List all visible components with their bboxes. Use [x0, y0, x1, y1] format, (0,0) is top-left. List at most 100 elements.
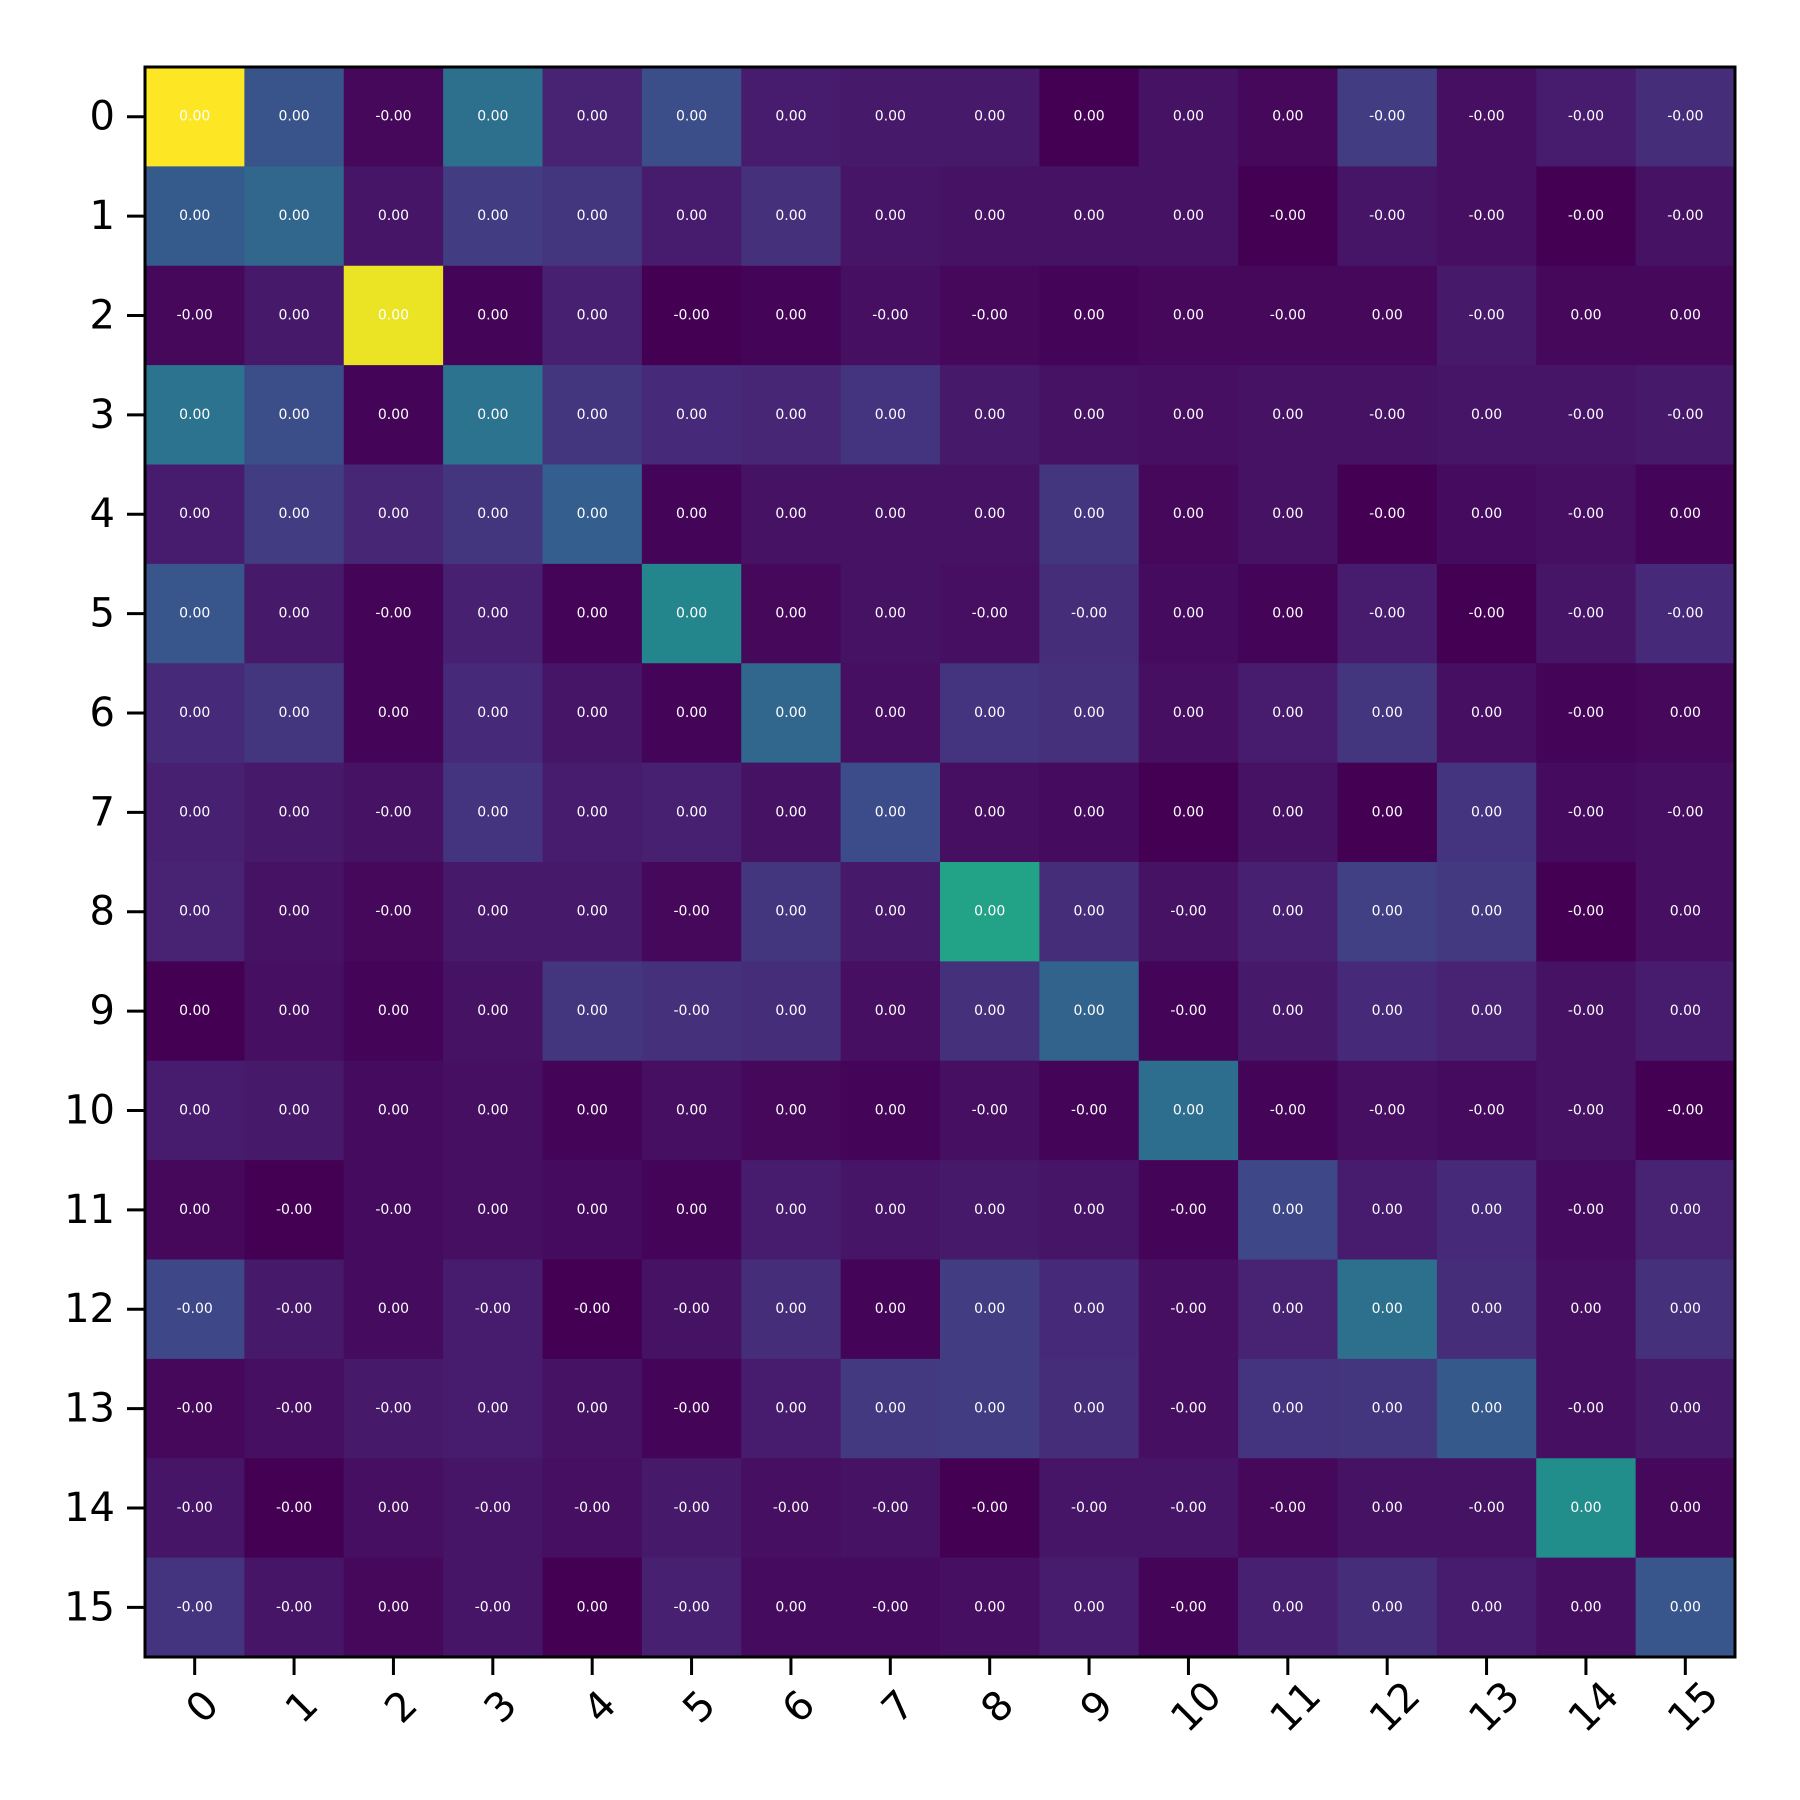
cell-value-label: 0.00: [577, 705, 608, 721]
heatmap-cell: [641, 67, 742, 167]
x-tick-label: 15: [1659, 1673, 1728, 1742]
heatmap-cell: [741, 464, 842, 565]
cell-value-label: 0.00: [775, 705, 806, 721]
heatmap-cell: [1039, 365, 1140, 466]
cell-value-label: -0.00: [1568, 705, 1604, 721]
heatmap-cell: [741, 67, 842, 167]
cell-value-label: 0.00: [875, 606, 906, 622]
heatmap-cell: [840, 166, 941, 267]
cell-value-label: -0.00: [1667, 109, 1703, 125]
heatmap-cell: [1138, 265, 1239, 366]
cell-value-label: 0.00: [278, 506, 309, 522]
heatmap-cell: [1039, 1060, 1140, 1161]
cell-value-label: 0.00: [477, 208, 508, 224]
heatmap-cell: [1138, 1259, 1239, 1360]
cell-value-label: -0.00: [375, 1401, 411, 1417]
heatmap-cell: [1039, 464, 1140, 565]
cell-value-label: 0.00: [1272, 407, 1303, 423]
heatmap-cell-labels: 0.00 0.00 -0.00 0.00 0.00 0.00 0.00 0.00 0.00 0.0…: [177, 109, 1704, 1616]
heatmap-cell: [1138, 1557, 1239, 1658]
cell-value-label: 0.00: [1372, 705, 1403, 721]
cell-value-label: 0.00: [676, 804, 707, 820]
heatmap-cell: [1238, 1259, 1339, 1360]
cell-value-label: -0.00: [872, 1599, 908, 1615]
cell-value-label: 0.00: [1272, 506, 1303, 522]
heatmap-cell: [343, 1557, 444, 1658]
heatmap-cell: [542, 67, 643, 167]
heatmap-cell: [1039, 67, 1140, 167]
heatmap-cell: [1536, 563, 1637, 664]
y-tick-label: 5: [90, 591, 115, 637]
cell-value-label: 0.00: [775, 606, 806, 622]
heatmap-cell: [244, 961, 345, 1062]
cell-value-label: 0.00: [1272, 606, 1303, 622]
cell-value-label: -0.00: [673, 904, 709, 920]
heatmap-cell: [1039, 961, 1140, 1062]
heatmap-cell: [1635, 67, 1736, 167]
cell-value-label: 0.00: [278, 804, 309, 820]
cell-value-label: 0.00: [974, 506, 1005, 522]
heatmap-cell: [641, 663, 742, 764]
heatmap-cell: [1337, 67, 1438, 167]
heatmap-cell: [1238, 166, 1339, 267]
cell-value-label: 0.00: [1670, 1003, 1701, 1019]
cell-value-label: 0.00: [1073, 804, 1104, 820]
cell-value-label: 0.00: [477, 506, 508, 522]
heatmap-cell: [1436, 1458, 1537, 1559]
cell-value-label: 0.00: [179, 804, 210, 820]
cell-value-label: 0.00: [1173, 606, 1204, 622]
heatmap-cell: [443, 166, 544, 267]
cell-value-label: 0.00: [1372, 1599, 1403, 1615]
heatmap-cell: [741, 1358, 842, 1459]
cell-value-label: 0.00: [1372, 1301, 1403, 1317]
cell-value-label: 0.00: [875, 1301, 906, 1317]
heatmap-cell: [1138, 365, 1239, 466]
cell-value-label: 0.00: [278, 1102, 309, 1118]
cell-value-label: 0.00: [477, 1102, 508, 1118]
x-tick-label: 4: [575, 1682, 626, 1733]
heatmap-cell: [1536, 1458, 1637, 1559]
cell-value-label: 0.00: [875, 1401, 906, 1417]
cell-value-label: 0.00: [875, 506, 906, 522]
cell-value-label: 0.00: [875, 1102, 906, 1118]
cell-value-label: 0.00: [676, 506, 707, 522]
heatmap-cell: [1039, 265, 1140, 366]
heatmap-cell: [244, 166, 345, 267]
heatmap-cell: [641, 1358, 742, 1459]
heatmap-cell: [443, 862, 544, 962]
heatmap-cell: [1337, 663, 1438, 764]
heatmap-cell: [443, 1160, 544, 1261]
cell-value-label: -0.00: [1468, 109, 1504, 125]
heatmap-cell: [1436, 862, 1537, 962]
heatmap-cell: [1536, 265, 1637, 366]
heatmap-cell: [1138, 1458, 1239, 1559]
heatmap-cells: [145, 67, 1736, 1658]
heatmap-cell: [940, 663, 1040, 764]
cell-value-label: 0.00: [676, 606, 707, 622]
cell-value-label: 0.00: [775, 904, 806, 920]
cell-value-label: 0.00: [1570, 1301, 1601, 1317]
cell-value-label: 0.00: [875, 1003, 906, 1019]
heatmap-cell: [1635, 166, 1736, 267]
heatmap-cell: [1238, 265, 1339, 366]
heatmap-cell: [1635, 1259, 1736, 1360]
heatmap-cell: [741, 563, 842, 664]
cell-value-label: -0.00: [1170, 1202, 1206, 1218]
heatmap-cell: [244, 464, 345, 565]
heatmap-cell: [443, 265, 544, 366]
y-tick-label: 11: [64, 1187, 115, 1233]
heatmap-cell: [443, 1060, 544, 1161]
cell-value-label: -0.00: [574, 1500, 610, 1516]
cell-value-label: 0.00: [775, 1102, 806, 1118]
cell-value-label: 0.00: [875, 1202, 906, 1218]
cell-value-label: -0.00: [673, 1500, 709, 1516]
heatmap-cell: [1337, 1259, 1438, 1360]
y-tick-label: 3: [90, 392, 115, 438]
x-tick-label: 1: [277, 1682, 328, 1733]
heatmap-cell: [741, 1458, 842, 1559]
x-tick-label: 14: [1560, 1673, 1629, 1742]
cell-value-label: 0.00: [775, 1301, 806, 1317]
cell-value-label: -0.00: [972, 1102, 1008, 1118]
cell-value-label: 0.00: [775, 407, 806, 423]
cell-value-label: 0.00: [875, 407, 906, 423]
